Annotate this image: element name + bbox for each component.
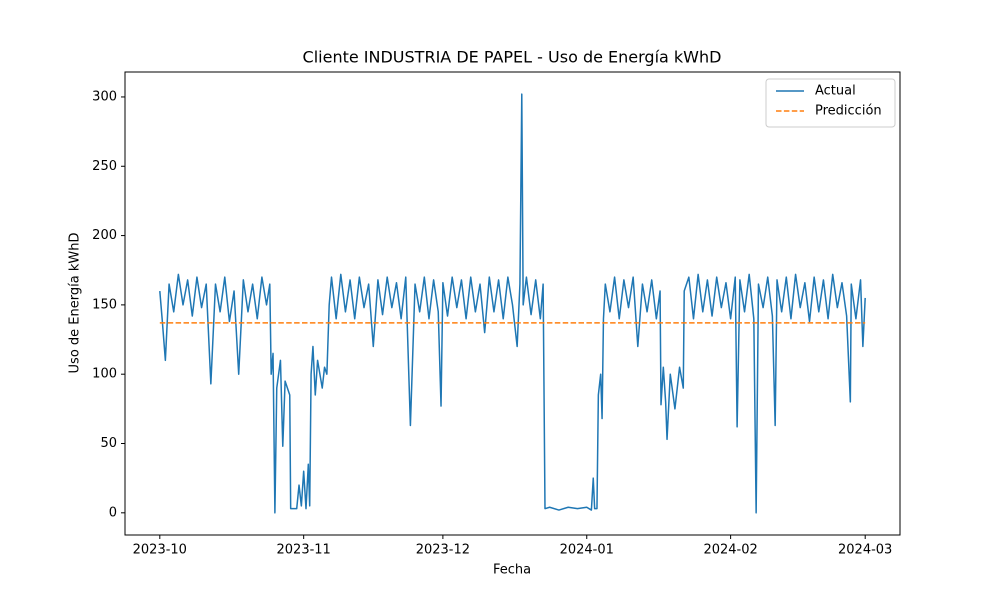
x-axis-label: Fecha (493, 563, 531, 578)
y-tick-label: 100 (92, 367, 117, 382)
y-tick-label: 200 (92, 228, 117, 243)
y-tick-label: 50 (100, 436, 117, 451)
series-line (159, 93, 866, 514)
plot-area (159, 93, 866, 514)
y-tick-label: 0 (109, 505, 117, 520)
axes-frame (124, 71, 901, 536)
x-tick-label: 2023-12 (416, 543, 470, 558)
x-tick-label: 2023-11 (277, 543, 331, 558)
y-tick-label: 250 (92, 159, 117, 174)
y-axis-label: Uso de Energía kWhD (68, 233, 83, 374)
y-tick-label: 300 (92, 89, 117, 104)
x-tick-label: 2024-02 (703, 543, 757, 558)
x-tick-label: 2024-01 (560, 543, 614, 558)
legend-label: Actual (815, 84, 856, 99)
legend-label: Predicción (815, 104, 882, 119)
x-tick-label: 2023-10 (133, 543, 187, 558)
chart-title: Cliente INDUSTRIA DE PAPEL - Uso de Ener… (303, 48, 722, 67)
y-tick-label: 150 (92, 297, 117, 312)
x-tick-label: 2024-03 (838, 543, 892, 558)
